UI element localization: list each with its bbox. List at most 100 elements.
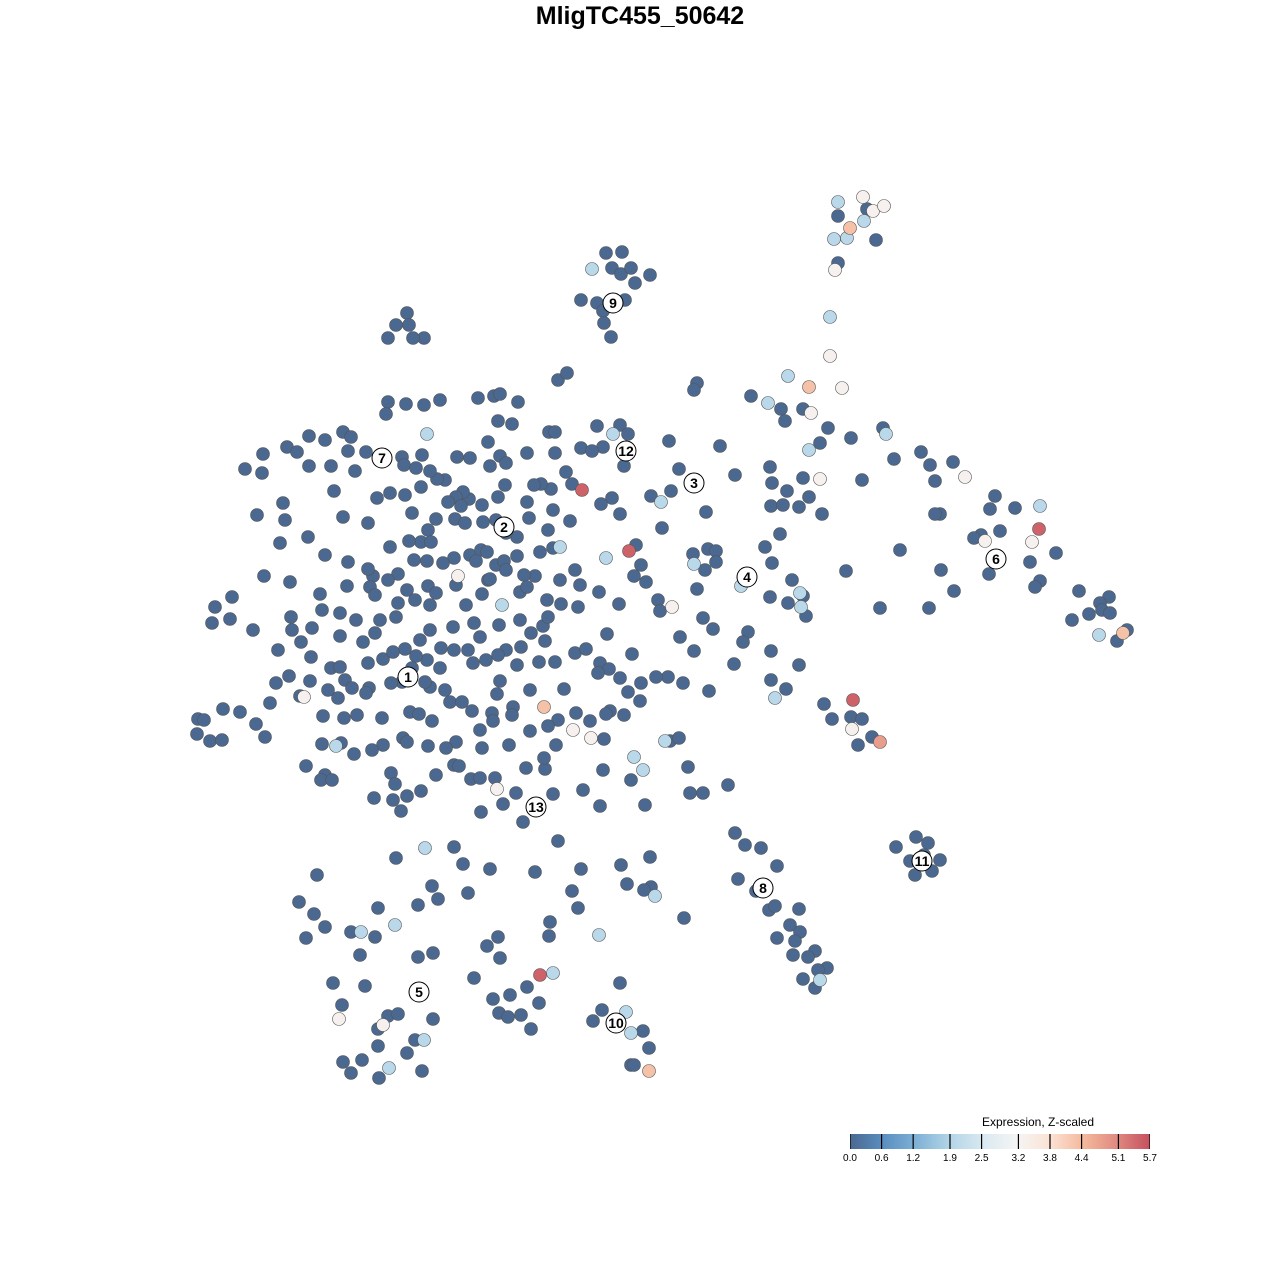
legend-tick-label: 5.7: [1143, 1153, 1157, 1164]
data-point: [491, 490, 505, 504]
data-point: [592, 928, 606, 942]
data-point: [368, 588, 382, 602]
data-point: [522, 511, 536, 525]
data-point: [513, 613, 527, 627]
data-point: [599, 551, 613, 565]
data-point: [597, 732, 611, 746]
data-point: [1032, 522, 1046, 536]
data-point: [344, 1066, 358, 1080]
data-point: [271, 643, 285, 657]
data-point: [473, 771, 487, 785]
data-point: [480, 939, 494, 953]
data-point: [510, 658, 524, 672]
data-point: [879, 427, 893, 441]
data-point: [614, 858, 628, 872]
data-point: [813, 472, 827, 486]
data-point: [613, 976, 627, 990]
data-point: [436, 556, 450, 570]
data-point: [502, 738, 516, 752]
data-point: [285, 623, 299, 637]
data-point: [420, 554, 434, 568]
data-point: [465, 704, 479, 718]
data-point: [499, 563, 513, 577]
data-point: [1072, 584, 1086, 598]
cluster-label: 4: [736, 566, 758, 588]
data-point: [473, 630, 487, 644]
data-point: [299, 931, 313, 945]
data-point: [758, 540, 772, 554]
points-layer: [190, 190, 1134, 1085]
data-point: [828, 263, 842, 277]
data-point: [354, 925, 368, 939]
data-point: [923, 458, 937, 472]
data-point: [662, 434, 676, 448]
data-point: [583, 714, 597, 728]
data-point: [523, 683, 537, 697]
data-point: [321, 683, 335, 697]
data-point: [770, 859, 784, 873]
data-point: [412, 707, 426, 721]
data-point: [728, 468, 742, 482]
data-point: [461, 886, 475, 900]
cluster-label-text: 12: [618, 443, 634, 459]
data-point: [599, 246, 613, 260]
data-point: [982, 567, 996, 581]
data-point: [764, 644, 778, 658]
data-point: [843, 221, 857, 235]
data-point: [520, 446, 534, 460]
data-point: [664, 484, 678, 498]
data-point: [398, 488, 412, 502]
data-point: [203, 734, 217, 748]
data-point: [429, 512, 443, 526]
data-point: [520, 495, 534, 509]
cluster-label: 5: [408, 981, 430, 1003]
data-point: [658, 734, 672, 748]
data-point: [764, 673, 778, 687]
data-point: [517, 568, 531, 582]
data-point: [225, 590, 239, 604]
data-point: [856, 190, 870, 204]
data-point: [359, 445, 373, 459]
data-point: [384, 676, 398, 690]
data-point: [546, 966, 560, 980]
data-point: [273, 536, 287, 550]
data-point: [452, 759, 466, 773]
legend-title: Expression, Z-scaled: [981, 1115, 1095, 1129]
data-point: [405, 506, 419, 520]
data-point: [744, 389, 758, 403]
data-point: [533, 545, 547, 559]
data-point: [560, 366, 574, 380]
data-point: [519, 761, 533, 775]
data-point: [246, 623, 260, 637]
data-point: [408, 593, 422, 607]
data-point: [344, 430, 358, 444]
data-point: [492, 618, 506, 632]
data-point: [681, 760, 695, 774]
data-point: [449, 735, 463, 749]
data-point: [873, 601, 887, 615]
legend-tick-label: 1.2: [906, 1153, 921, 1164]
data-point: [400, 789, 414, 803]
data-point: [491, 930, 505, 944]
data-point: [426, 946, 440, 960]
data-point: [316, 709, 330, 723]
data-point: [846, 693, 860, 707]
data-point: [889, 840, 903, 854]
data-point: [347, 747, 361, 761]
data-point: [615, 245, 629, 259]
data-point: [621, 427, 635, 441]
data-point: [642, 1041, 656, 1055]
data-point: [893, 543, 907, 557]
data-point: [402, 534, 416, 548]
data-point: [786, 948, 800, 962]
data-point: [376, 1018, 390, 1032]
data-point: [831, 195, 845, 209]
data-point: [431, 892, 445, 906]
data-point: [599, 707, 613, 721]
data-point: [368, 930, 382, 944]
data-point: [409, 461, 423, 475]
data-point: [411, 950, 425, 964]
data-point: [831, 209, 845, 223]
data-point: [1116, 626, 1130, 640]
data-point: [614, 267, 628, 281]
